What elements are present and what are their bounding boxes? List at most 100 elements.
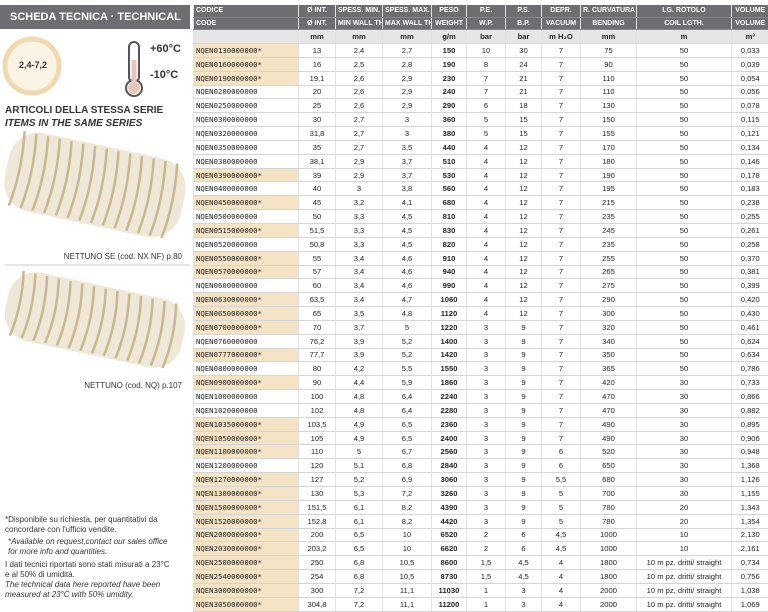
value-cell: 2,9 (336, 154, 383, 168)
value-cell: 7 (542, 154, 581, 168)
hose-2 (0, 267, 190, 373)
value-cell: 2240 (432, 390, 467, 404)
value-cell: 650 (581, 459, 637, 473)
pressure-badge: 2,4-7,2 (8, 60, 58, 70)
value-cell: 2400 (432, 431, 467, 445)
value-cell: 21 (506, 71, 542, 85)
unit-cell (194, 30, 299, 44)
value-cell: 830 (432, 223, 467, 237)
value-cell: 7 (542, 334, 581, 348)
value-cell: 130 (581, 99, 637, 113)
value-cell: 90 (581, 57, 637, 71)
value-cell: 50 (637, 182, 732, 196)
value-cell: 152,8 (299, 514, 336, 528)
value-cell: 8730 (432, 570, 467, 584)
code-cell: NQEN0300000000 (194, 113, 299, 127)
value-cell: 0,756 (732, 570, 768, 584)
series-heading: ARTICOLI DELLA STESSA SERIE (5, 105, 163, 116)
value-cell: 6620 (432, 542, 467, 556)
value-cell: 470 (581, 390, 637, 404)
value-cell: 9 (506, 431, 542, 445)
value-cell: 7 (542, 237, 581, 251)
value-cell: 0,258 (732, 237, 768, 251)
value-cell: 1,5 (467, 570, 506, 584)
value-cell: 9 (506, 348, 542, 362)
value-cell: 250 (299, 556, 336, 570)
value-cell: 50 (637, 348, 732, 362)
code-cell: NQEN3050000000* (194, 597, 299, 611)
value-cell: 30 (637, 445, 732, 459)
value-cell: 9 (506, 334, 542, 348)
value-cell: 1 (467, 597, 506, 611)
value-cell: 3,8 (383, 182, 432, 196)
value-cell: 6,8 (336, 570, 383, 584)
value-cell: 50 (637, 223, 732, 237)
value-cell: 0,078 (732, 99, 768, 113)
value-cell: 57 (299, 265, 336, 279)
value-cell: 6,5 (336, 528, 383, 542)
value-cell: 4,5 (542, 542, 581, 556)
value-cell: 63,5 (299, 293, 336, 307)
value-cell: 235 (581, 210, 637, 224)
value-cell: 9 (506, 473, 542, 487)
value-cell: 265 (581, 265, 637, 279)
value-cell: 290 (432, 99, 467, 113)
value-cell: 9 (506, 487, 542, 501)
value-cell: 4,5 (383, 237, 432, 251)
value-cell: 105 (299, 431, 336, 445)
series-item: NETTUNO (cod. NQ) p.107 (84, 381, 182, 390)
value-cell: 2000 (581, 597, 637, 611)
value-cell: 12 (506, 265, 542, 279)
value-cell: 19,1 (299, 71, 336, 85)
value-cell: 9 (506, 362, 542, 376)
value-cell: 0,906 (732, 431, 768, 445)
value-cell: 520 (581, 445, 637, 459)
value-cell: 25 (299, 99, 336, 113)
value-cell: 780 (581, 514, 637, 528)
value-cell: 6520 (432, 528, 467, 542)
value-cell: 3,3 (336, 237, 383, 251)
value-cell: 2,4 (336, 44, 383, 58)
unit-cell: mm (383, 30, 432, 44)
value-cell: 50 (637, 71, 732, 85)
value-cell: 0,895 (732, 417, 768, 431)
value-cell: 780 (581, 500, 637, 514)
value-cell: 50 (299, 210, 336, 224)
value-cell: 4 (467, 251, 506, 265)
value-cell: 7 (542, 182, 581, 196)
value-cell: 300 (299, 583, 336, 597)
value-cell: 2,161 (732, 542, 768, 556)
value-cell: 0,734 (732, 556, 768, 570)
value-cell: 2,6 (336, 99, 383, 113)
value-cell: 990 (432, 279, 467, 293)
value-cell: 50 (637, 196, 732, 210)
value-cell: 0,146 (732, 154, 768, 168)
value-cell: 155 (581, 127, 637, 141)
value-cell: 20 (637, 500, 732, 514)
value-cell: 510 (432, 154, 467, 168)
value-cell: 3 (467, 348, 506, 362)
value-cell: 12 (506, 196, 542, 210)
value-cell: 0,039 (732, 57, 768, 71)
value-cell: 15 (506, 113, 542, 127)
value-cell: 4 (467, 140, 506, 154)
value-cell: 0,733 (732, 376, 768, 390)
value-cell: 6 (542, 445, 581, 459)
value-cell: 6,4 (383, 403, 432, 417)
value-cell: 1550 (432, 362, 467, 376)
value-cell: 7 (542, 307, 581, 321)
